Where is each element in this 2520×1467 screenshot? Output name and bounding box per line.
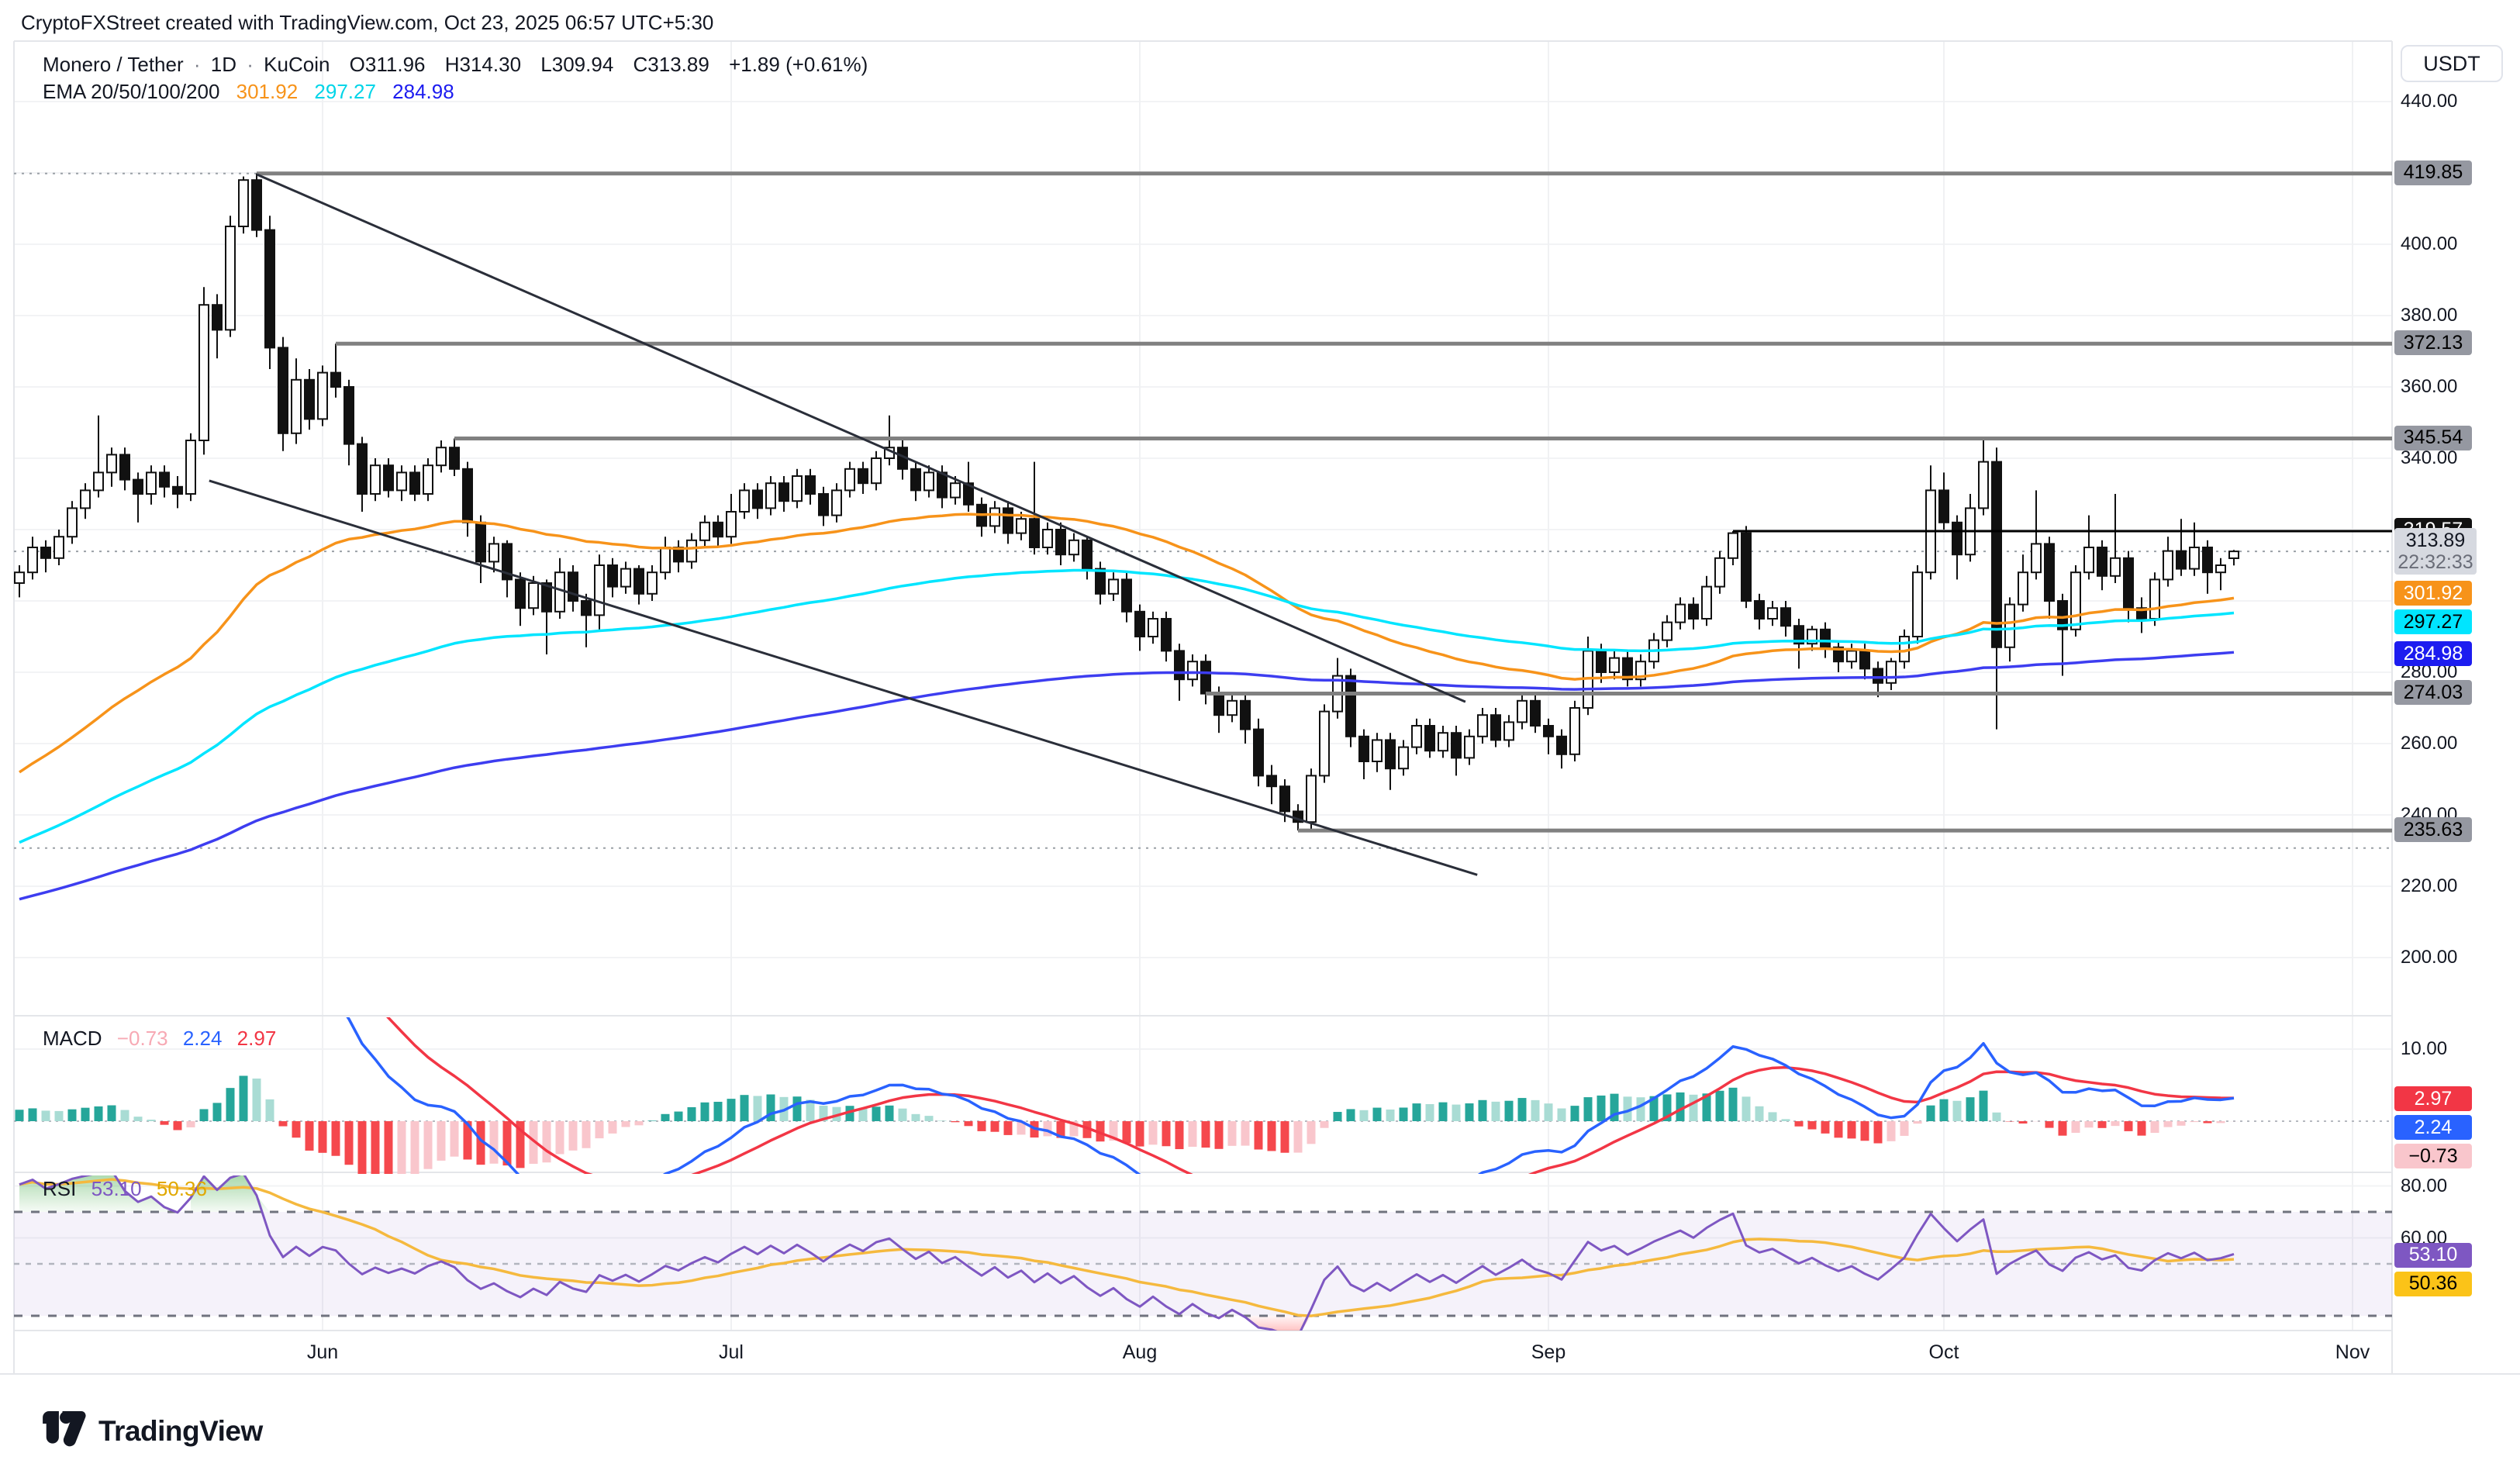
ema-legend[interactable]: EMA 20/50/100/200 301.92 297.27 284.98 xyxy=(43,80,465,104)
time-axis-label-Oct: Oct xyxy=(1928,1341,1959,1363)
price-badge-235.63: 235.63 xyxy=(2394,817,2472,843)
ema200-line xyxy=(19,651,2235,901)
time-axis-label-Jun: Jun xyxy=(306,1341,339,1363)
price-tick-label: 400.00 xyxy=(2401,233,2458,254)
price-tick-label: 340.00 xyxy=(2401,447,2458,468)
price-badge-419.85: 419.85 xyxy=(2394,160,2472,185)
price-tick-label: 380.00 xyxy=(2401,305,2458,326)
macd-line-value: 2.24 xyxy=(182,1027,223,1050)
ema-legend-label: EMA 20/50/100/200 xyxy=(43,80,220,103)
ema50-value: 301.92 xyxy=(236,80,299,103)
candlestick-series[interactable] xyxy=(14,173,2239,831)
low-value: L309.94 xyxy=(540,53,614,76)
price-tick-label: 220.00 xyxy=(2401,875,2458,896)
rsi-value: 53.10 xyxy=(91,1177,142,1200)
time-axis-label-Sep: Sep xyxy=(1531,1341,1566,1363)
rsi-ma-value: 50.36 xyxy=(156,1177,207,1200)
price-badge-2.24: 2.24 xyxy=(2394,1115,2472,1141)
price-badge-284.98: 284.98 xyxy=(2394,641,2472,667)
price-badge-53.10: 53.10 xyxy=(2394,1242,2472,1268)
legend-separator: · xyxy=(193,53,201,76)
tradingview-logo[interactable]: TradingView xyxy=(43,1411,263,1451)
legend-separator: · xyxy=(247,53,254,76)
trendlines xyxy=(209,173,1478,876)
symbol-legend[interactable]: Monero / Tether · 1D · KuCoin O311.96 H3… xyxy=(43,53,868,77)
ema200-value: 284.98 xyxy=(392,80,454,103)
attribution-text: CryptoFXStreet created with TradingView.… xyxy=(21,11,714,34)
rsi-title: RSI xyxy=(43,1177,77,1200)
price-badge-50.36: 50.36 xyxy=(2394,1271,2472,1296)
ema100-value: 297.27 xyxy=(314,80,376,103)
horizontal-level-rays xyxy=(257,171,2392,833)
bar-countdown-timer: 22:32:33 xyxy=(2397,551,2473,574)
interval-label: 1D xyxy=(210,53,237,76)
open-value: O311.96 xyxy=(349,53,426,76)
price-badge-345.54: 345.54 xyxy=(2394,425,2472,450)
macd-lines xyxy=(346,1017,2235,1174)
price-badge-−0.73: −0.73 xyxy=(2394,1144,2472,1169)
time-axis-label-Nov: Nov xyxy=(2335,1341,2370,1363)
exchange-label: KuCoin xyxy=(264,53,330,76)
price-badge-301.92: 301.92 xyxy=(2394,581,2472,606)
current-price-value: 313.89 xyxy=(2405,530,2466,552)
ema100-line xyxy=(19,568,2235,844)
rsi-ma-line xyxy=(19,1178,2235,1317)
price-badge-274.03: 274.03 xyxy=(2394,680,2472,706)
macd-legend[interactable]: MACD −0.73 2.24 2.97 xyxy=(43,1027,285,1051)
symbol-name: Monero / Tether xyxy=(43,53,184,76)
current-price-badge: 313.89 22:32:33 xyxy=(2394,528,2477,575)
rsi-legend[interactable]: RSI 53.10 50.36 xyxy=(43,1177,216,1201)
price-tick-label: 360.00 xyxy=(2401,376,2458,397)
price-tick-label: 200.00 xyxy=(2401,947,2458,968)
price-tick-label: 440.00 xyxy=(2401,91,2458,112)
tradingview-logo-text: TradingView xyxy=(98,1415,263,1447)
price-tick-label: 260.00 xyxy=(2401,733,2458,754)
rsi-tick-label: 80.00 xyxy=(2401,1175,2448,1196)
pane-separators xyxy=(0,40,2520,1375)
close-value: C313.89 xyxy=(633,53,709,76)
change-value: +1.89 (+0.61%) xyxy=(729,53,868,76)
price-badge-372.13: 372.13 xyxy=(2394,330,2472,356)
time-axis-label-Aug: Aug xyxy=(1122,1341,1158,1363)
macd-hist-value: −0.73 xyxy=(116,1027,168,1050)
currency-toggle-button[interactable]: USDT xyxy=(2401,45,2503,82)
time-axis-label-Jul: Jul xyxy=(719,1341,744,1363)
price-badge-2.97: 2.97 xyxy=(2394,1086,2472,1112)
macd-signal-value: 2.97 xyxy=(236,1027,277,1050)
ema50-line xyxy=(19,513,2235,774)
macd-tick-label: 10.00 xyxy=(2401,1038,2448,1059)
price-badge-297.27: 297.27 xyxy=(2394,609,2472,635)
high-value: H314.30 xyxy=(444,53,522,76)
tradingview-logo-icon xyxy=(43,1411,86,1447)
rsi-plot xyxy=(14,1175,2392,1331)
dotted-levels xyxy=(14,172,2392,849)
rsi-line xyxy=(19,1175,2235,1331)
macd-histogram xyxy=(14,1075,2392,1174)
macd-title: MACD xyxy=(43,1027,102,1050)
